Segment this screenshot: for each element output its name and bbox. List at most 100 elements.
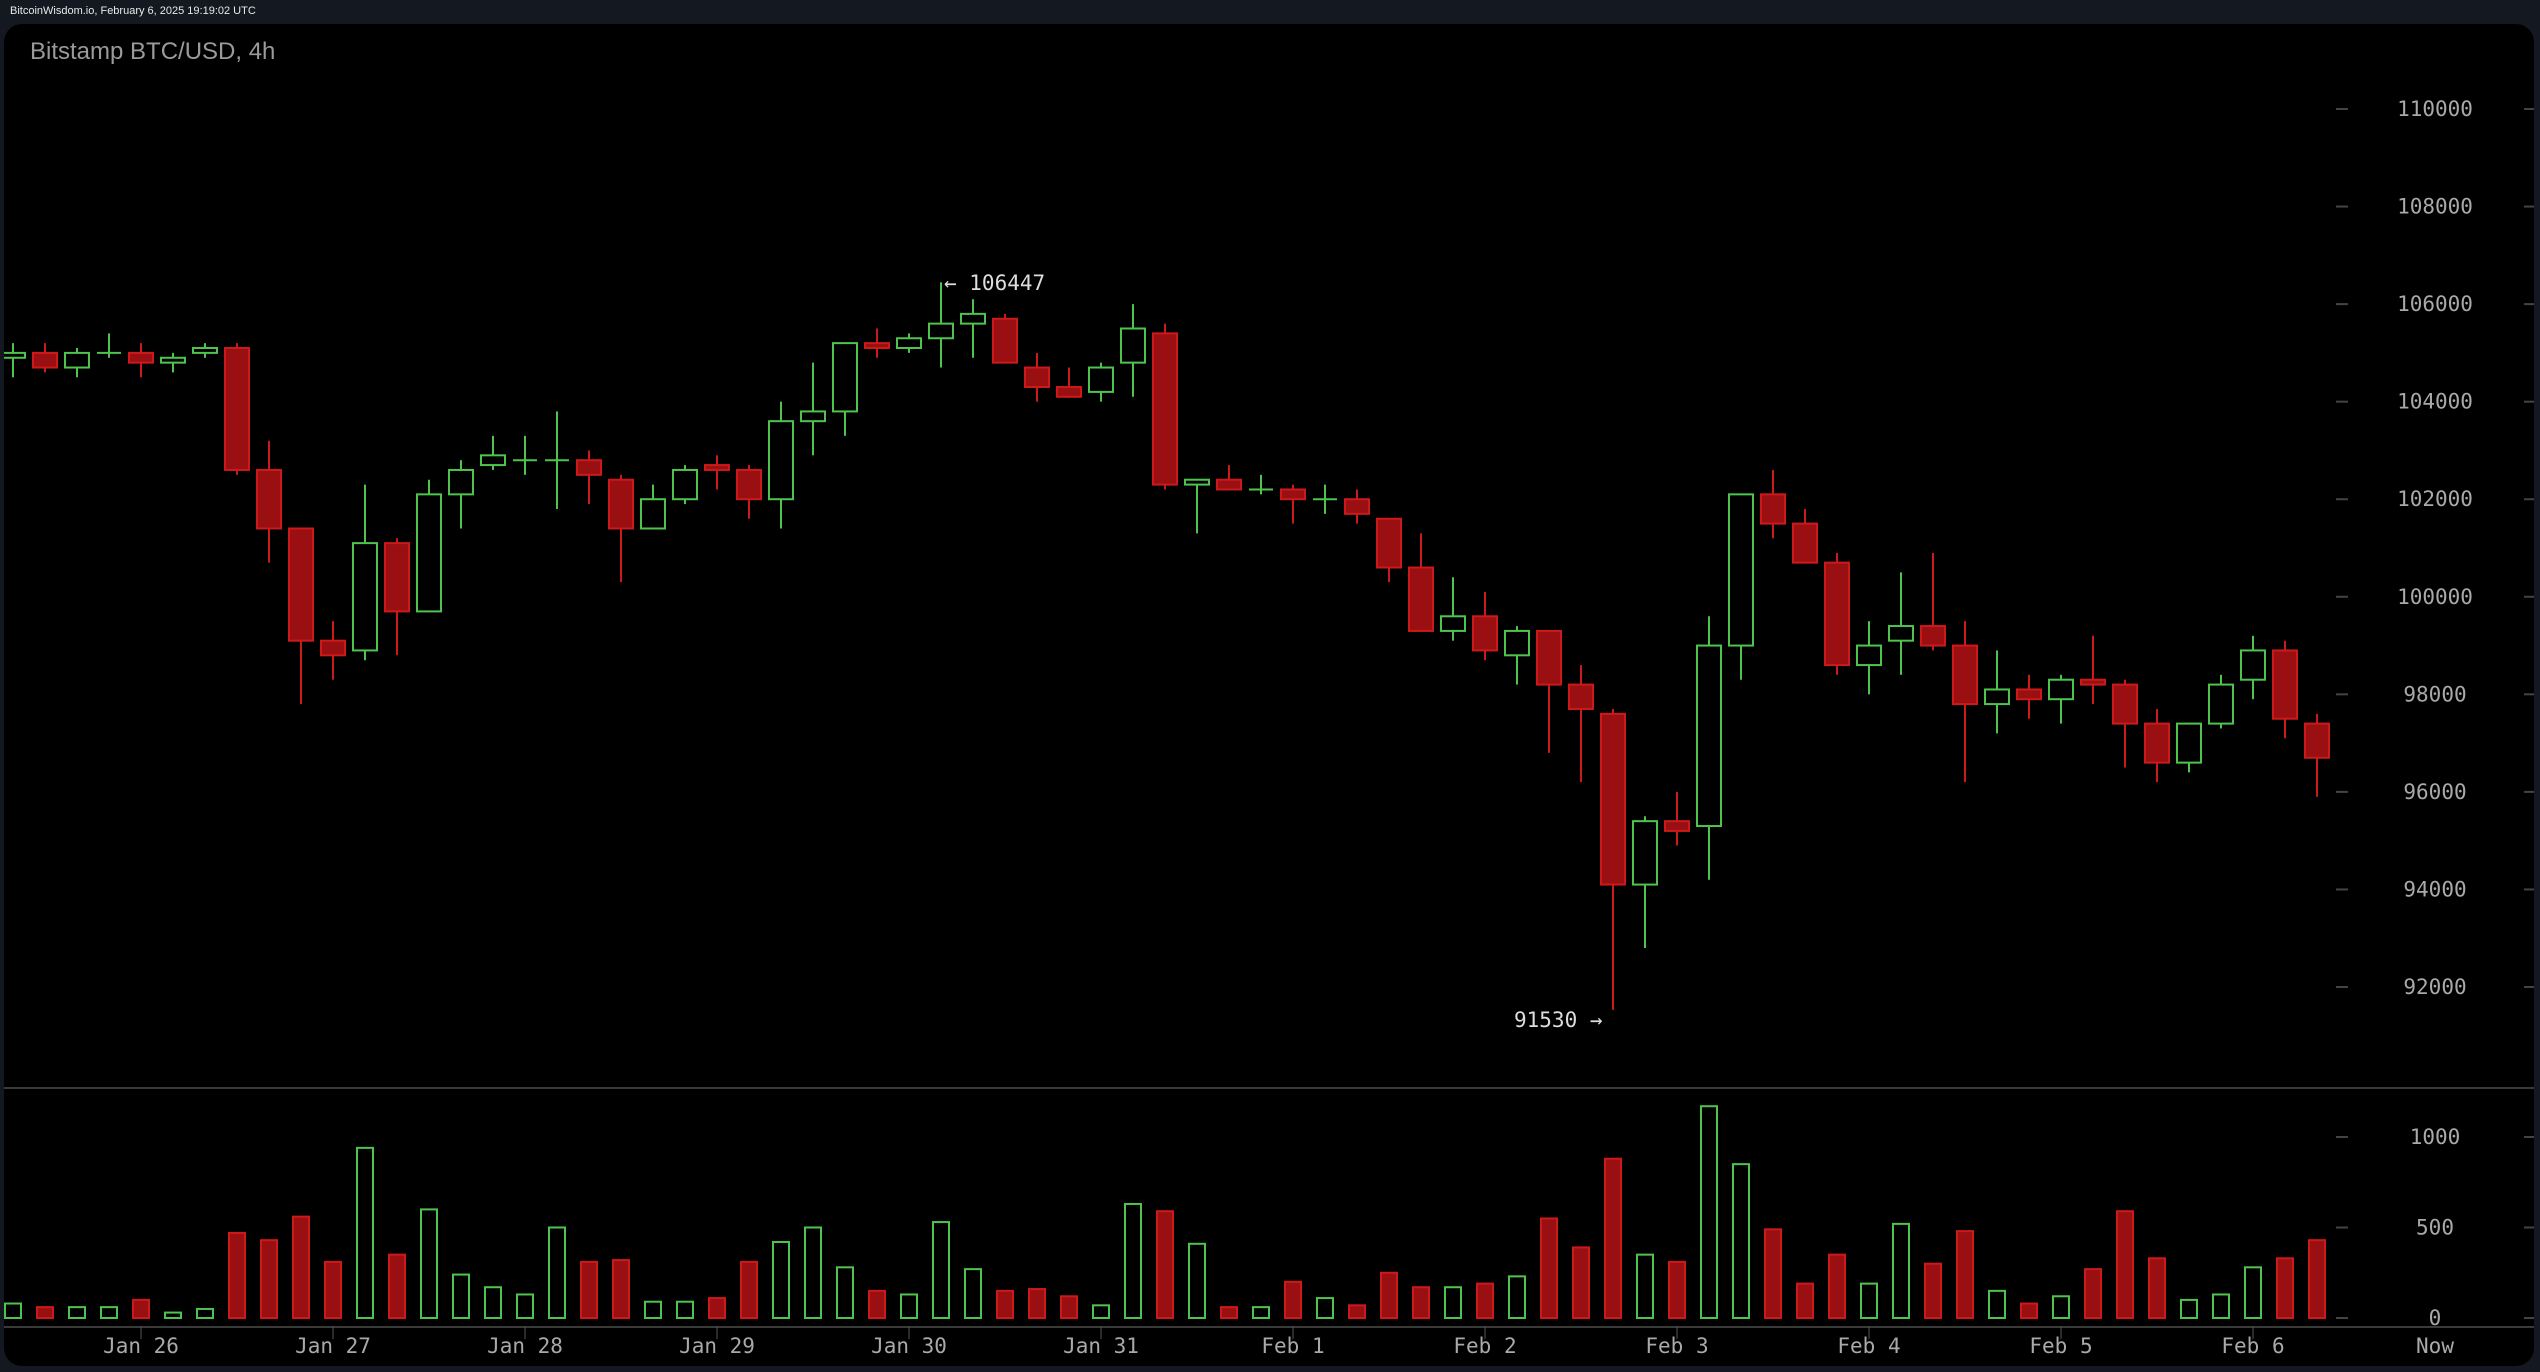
candle[interactable] [64, 348, 90, 378]
candle[interactable] [1280, 484, 1306, 524]
candle[interactable] [928, 282, 954, 368]
candle[interactable] [1056, 367, 1082, 398]
candle[interactable] [513, 435, 537, 475]
candle[interactable] [1504, 626, 1530, 685]
volume-bar [868, 1289, 886, 1319]
candle[interactable] [352, 484, 378, 661]
candlestick-chart[interactable]: 92000 94000 96000 98000 100000 102000 104000 10… [4, 24, 2534, 1366]
volume-bar [900, 1293, 918, 1319]
candle[interactable] [2144, 708, 2170, 783]
volume-bar [4, 1302, 22, 1320]
candle[interactable] [4, 343, 26, 378]
candle[interactable] [1536, 629, 1562, 753]
chart-title: Bitstamp BTC/USD, 4h [30, 38, 276, 65]
candle[interactable] [2016, 674, 2042, 719]
candle[interactable] [384, 538, 410, 656]
candle[interactable] [832, 342, 858, 436]
candle[interactable] [2240, 635, 2266, 700]
candle[interactable] [800, 362, 826, 456]
candle[interactable] [2080, 635, 2106, 705]
time-tick-label: Jan 29 [679, 1334, 755, 1358]
volume-bar [2212, 1293, 2230, 1319]
candle[interactable] [2304, 713, 2330, 797]
price-tick-label: 110000 [2397, 97, 2473, 121]
candle[interactable] [640, 484, 666, 530]
candle[interactable] [736, 465, 762, 519]
volume-bar [804, 1226, 822, 1319]
candle[interactable] [1792, 508, 1818, 564]
candle[interactable] [768, 401, 794, 529]
candle[interactable] [960, 299, 986, 358]
candle[interactable] [1600, 708, 1626, 1010]
candle[interactable] [288, 527, 314, 705]
candle[interactable] [320, 621, 346, 680]
candle[interactable] [1120, 304, 1146, 397]
candle[interactable] [1824, 552, 1850, 675]
candle[interactable] [992, 313, 1018, 364]
volume-bar [1828, 1253, 1846, 1320]
candle[interactable] [1472, 591, 1498, 661]
candle[interactable] [2176, 722, 2202, 773]
candle[interactable] [864, 328, 890, 358]
candle[interactable] [1856, 621, 1882, 695]
candle[interactable] [1952, 621, 1978, 783]
candle[interactable] [1249, 474, 1273, 495]
candle[interactable] [1920, 552, 1946, 651]
candle[interactable] [545, 411, 569, 509]
top-bar: BitcoinWisdom.io, February 6, 2025 19:19… [0, 0, 2540, 24]
candle[interactable] [1152, 323, 1178, 490]
candle[interactable] [2112, 679, 2138, 768]
candle[interactable] [704, 455, 730, 490]
volume-bar [1988, 1289, 2006, 1319]
candle[interactable] [1984, 650, 2010, 734]
volume-bar [1572, 1246, 1590, 1320]
candle[interactable] [1408, 533, 1434, 632]
candle[interactable] [1088, 362, 1114, 402]
candle[interactable] [1216, 465, 1242, 491]
candle[interactable] [1664, 791, 1690, 846]
time-tick-label: Jan 30 [871, 1334, 947, 1358]
candle[interactable] [896, 333, 922, 353]
candle[interactable] [1376, 517, 1402, 583]
candle[interactable] [1024, 352, 1050, 402]
volume-bar [260, 1239, 278, 1320]
volume-bar [740, 1260, 758, 1320]
candle[interactable] [576, 450, 602, 505]
candle[interactable] [1728, 493, 1754, 680]
candle[interactable] [160, 352, 186, 373]
candle[interactable] [1632, 816, 1658, 948]
volume-bar [2244, 1266, 2262, 1319]
candle[interactable] [1696, 616, 1722, 880]
candle[interactable] [128, 343, 154, 378]
candle[interactable] [2208, 674, 2234, 729]
candle[interactable] [1760, 469, 1786, 539]
volume-bar [36, 1306, 54, 1320]
candle[interactable] [2048, 674, 2074, 724]
volume-bar [1732, 1163, 1750, 1320]
candle[interactable] [608, 474, 634, 583]
candle[interactable] [1888, 572, 1914, 675]
candle[interactable] [256, 440, 282, 563]
candle[interactable] [1440, 577, 1466, 641]
candle[interactable] [480, 435, 506, 470]
candle[interactable] [1184, 478, 1210, 534]
candle[interactable] [672, 465, 698, 505]
price-tick-label: 100000 [2397, 585, 2473, 609]
volume-bar [1252, 1306, 1270, 1320]
candle[interactable] [448, 460, 474, 529]
candle[interactable] [32, 343, 58, 373]
candle[interactable] [1344, 489, 1370, 524]
candle[interactable] [1313, 484, 1337, 514]
candle[interactable] [224, 343, 250, 475]
volume-bar [1476, 1282, 1494, 1319]
volume-bar [1636, 1253, 1654, 1320]
volume-bar [676, 1300, 694, 1319]
candle[interactable] [2272, 640, 2298, 739]
candle[interactable] [416, 479, 442, 613]
candle[interactable] [192, 343, 218, 358]
candle[interactable] [97, 333, 121, 358]
time-tick-label: Feb 4 [1837, 1334, 1900, 1358]
volume-bar [1700, 1105, 1718, 1319]
candle[interactable] [1568, 665, 1594, 783]
volume-bar [1508, 1275, 1526, 1319]
